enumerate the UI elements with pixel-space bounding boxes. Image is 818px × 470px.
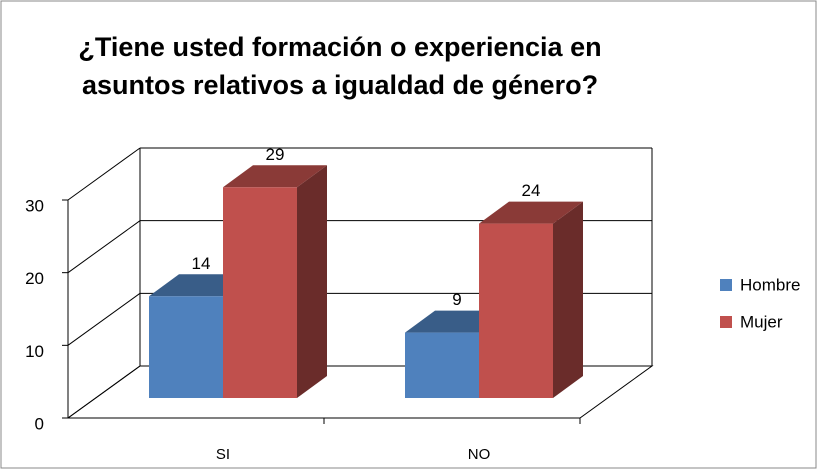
- y-tick-label: 20: [25, 269, 44, 288]
- bar-top: [479, 201, 583, 224]
- grid-line: [67, 365, 141, 419]
- x-tick-label: NO: [468, 446, 491, 463]
- grid-line: [67, 147, 141, 201]
- legend-label: Mujer: [740, 312, 783, 331]
- data-label: 24: [522, 181, 541, 200]
- bar: [223, 187, 297, 398]
- bar-side: [297, 165, 327, 398]
- legend-swatch: [720, 279, 732, 291]
- bar: [149, 296, 223, 398]
- legend-swatch: [720, 316, 732, 328]
- data-label: 29: [266, 145, 285, 164]
- bar-top: [223, 165, 327, 188]
- bar-side: [553, 201, 583, 398]
- y-tick-label: 0: [35, 414, 44, 433]
- data-label: 14: [192, 254, 211, 273]
- data-label: 9: [452, 290, 461, 309]
- legend-label: Hombre: [740, 275, 800, 294]
- grid-line: [67, 292, 141, 346]
- y-tick-label: 30: [25, 196, 44, 215]
- bar: [405, 332, 479, 398]
- x-tick-label: SI: [216, 446, 230, 463]
- bar: [479, 223, 553, 398]
- y-tick-label: 10: [25, 342, 44, 361]
- grid-line: [67, 220, 141, 274]
- chart-title: ¿Tiene usted formación o experiencia en …: [78, 32, 602, 100]
